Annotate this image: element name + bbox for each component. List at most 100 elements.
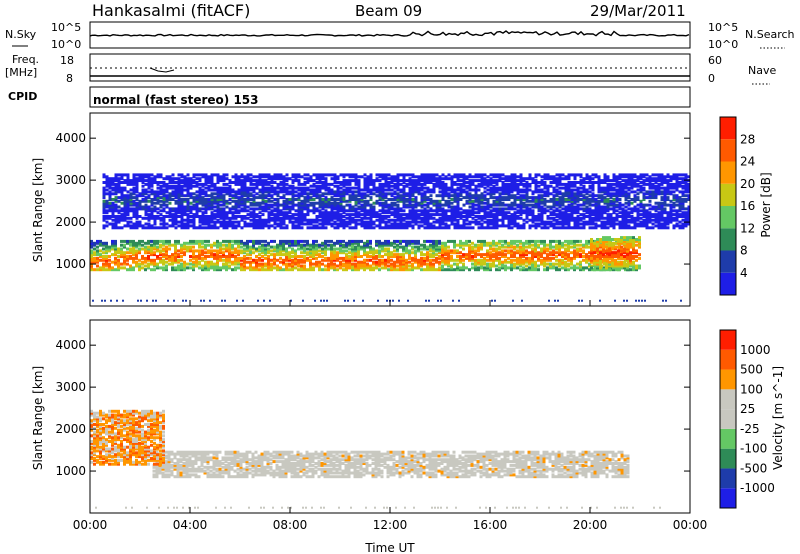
heatmap-cell: [513, 207, 517, 211]
heatmap-cell: [315, 188, 319, 192]
heatmap-cell: [111, 215, 115, 218]
heatmap-cell: [498, 253, 501, 257]
heatmap-cell: [381, 243, 384, 247]
heatmap-cell: [384, 179, 388, 183]
heatmap-cell: [162, 249, 165, 253]
heatmap-cell: [363, 177, 367, 181]
heatmap-cell: [216, 177, 220, 181]
heatmap-cell: [354, 182, 358, 186]
heatmap-cell: [177, 209, 181, 213]
heatmap-cell: [165, 268, 168, 272]
heatmap-cell: [399, 255, 402, 258]
heatmap-cell: [222, 188, 226, 192]
heatmap-cell: [489, 218, 493, 222]
heatmap-cell: [402, 199, 406, 203]
heatmap-cell: [567, 253, 570, 257]
heatmap-cell: [156, 216, 160, 220]
heatmap-cell: [174, 213, 178, 217]
heatmap-cell: [312, 179, 316, 183]
heatmap-cell: [555, 245, 558, 249]
heatmap-cell: [291, 179, 295, 183]
heatmap-cell: [624, 258, 627, 262]
heatmap-cell: [177, 188, 181, 192]
heatmap-cell: [495, 247, 498, 251]
heatmap-cell: [120, 201, 124, 205]
heatmap-cell: [495, 249, 498, 253]
heatmap-cell: [411, 186, 415, 190]
heatmap-cell: [258, 220, 262, 224]
heatmap-cell: [147, 218, 151, 222]
heatmap-cell: [183, 188, 187, 192]
heatmap-cell: [189, 205, 193, 209]
heatmap-cell: [348, 247, 351, 251]
heatmap-cell: [108, 192, 112, 196]
heatmap-cell: [204, 239, 207, 243]
heatmap-cell: [432, 186, 436, 190]
heatmap-cell: [306, 199, 310, 203]
heatmap-cell: [177, 192, 181, 196]
heatmap-cell: [246, 188, 250, 192]
heatmap-cell: [201, 251, 204, 255]
heatmap-cell: [156, 186, 160, 190]
heatmap-cell: [108, 190, 112, 194]
heatmap-cell: [117, 220, 121, 224]
freq-dip: [149, 67, 175, 73]
heatmap-cell: [147, 222, 151, 226]
heatmap-cell: [171, 243, 174, 247]
heatmap-cell: [138, 266, 141, 270]
heatmap-cell: [216, 211, 220, 215]
heatmap-cell: [234, 175, 238, 179]
heatmap-cell: [468, 194, 472, 198]
heatmap-cell: [168, 218, 172, 222]
heatmap-cell: [345, 181, 349, 184]
heatmap-cell: [159, 222, 163, 226]
heatmap-cell: [354, 179, 358, 183]
heatmap-cell: [186, 207, 190, 211]
heatmap-cell: [465, 192, 469, 196]
heatmap-cell: [462, 266, 465, 270]
heatmap-cell: [126, 213, 130, 217]
heatmap-cell: [336, 258, 339, 262]
heatmap-cell: [138, 201, 142, 205]
heatmap-cell: [114, 245, 117, 249]
heatmap-cell: [438, 218, 442, 222]
heatmap-cell: [462, 184, 466, 188]
heatmap-cell: [354, 264, 357, 268]
heatmap-cell: [159, 226, 163, 230]
heatmap-cell: [180, 222, 184, 226]
power-heatmap: [90, 173, 691, 302]
heatmap-cell: [519, 207, 523, 211]
heatmap-cell: [219, 222, 223, 226]
heatmap-cell: [477, 253, 480, 257]
heatmap-cell: [144, 211, 148, 215]
heatmap-cell: [345, 258, 348, 262]
heatmap-cell: [456, 199, 460, 203]
heatmap-cell: [297, 239, 300, 243]
heatmap-cell: [441, 249, 444, 253]
heatmap-cell: [474, 175, 478, 179]
heatmap-cell: [204, 218, 208, 222]
heatmap-cell: [207, 194, 211, 198]
heatmap-cell: [504, 207, 508, 211]
heatmap-cell: [231, 226, 235, 230]
heatmap-cell: [210, 255, 213, 258]
heatmap-cell: [198, 216, 202, 220]
heatmap-cell: [294, 173, 298, 177]
heatmap-cell: [525, 256, 528, 260]
heatmap-cell: [117, 251, 120, 255]
heatmap-cell: [447, 253, 450, 257]
heatmap-cell: [192, 179, 196, 183]
heatmap-cell: [504, 258, 507, 262]
heatmap-cell: [366, 199, 370, 203]
heatmap-cell: [492, 258, 495, 262]
heatmap-cell: [234, 239, 237, 243]
heatmap-cell: [240, 203, 244, 207]
nsky-trace: [89, 30, 690, 37]
heatmap-cell: [345, 260, 348, 264]
heatmap-cell: [504, 268, 507, 272]
heatmap-cell: [264, 201, 268, 205]
heatmap-cell: [276, 247, 279, 251]
heatmap-cell: [234, 224, 238, 228]
heatmap-cell: [516, 266, 519, 270]
heatmap-cell: [438, 201, 442, 205]
